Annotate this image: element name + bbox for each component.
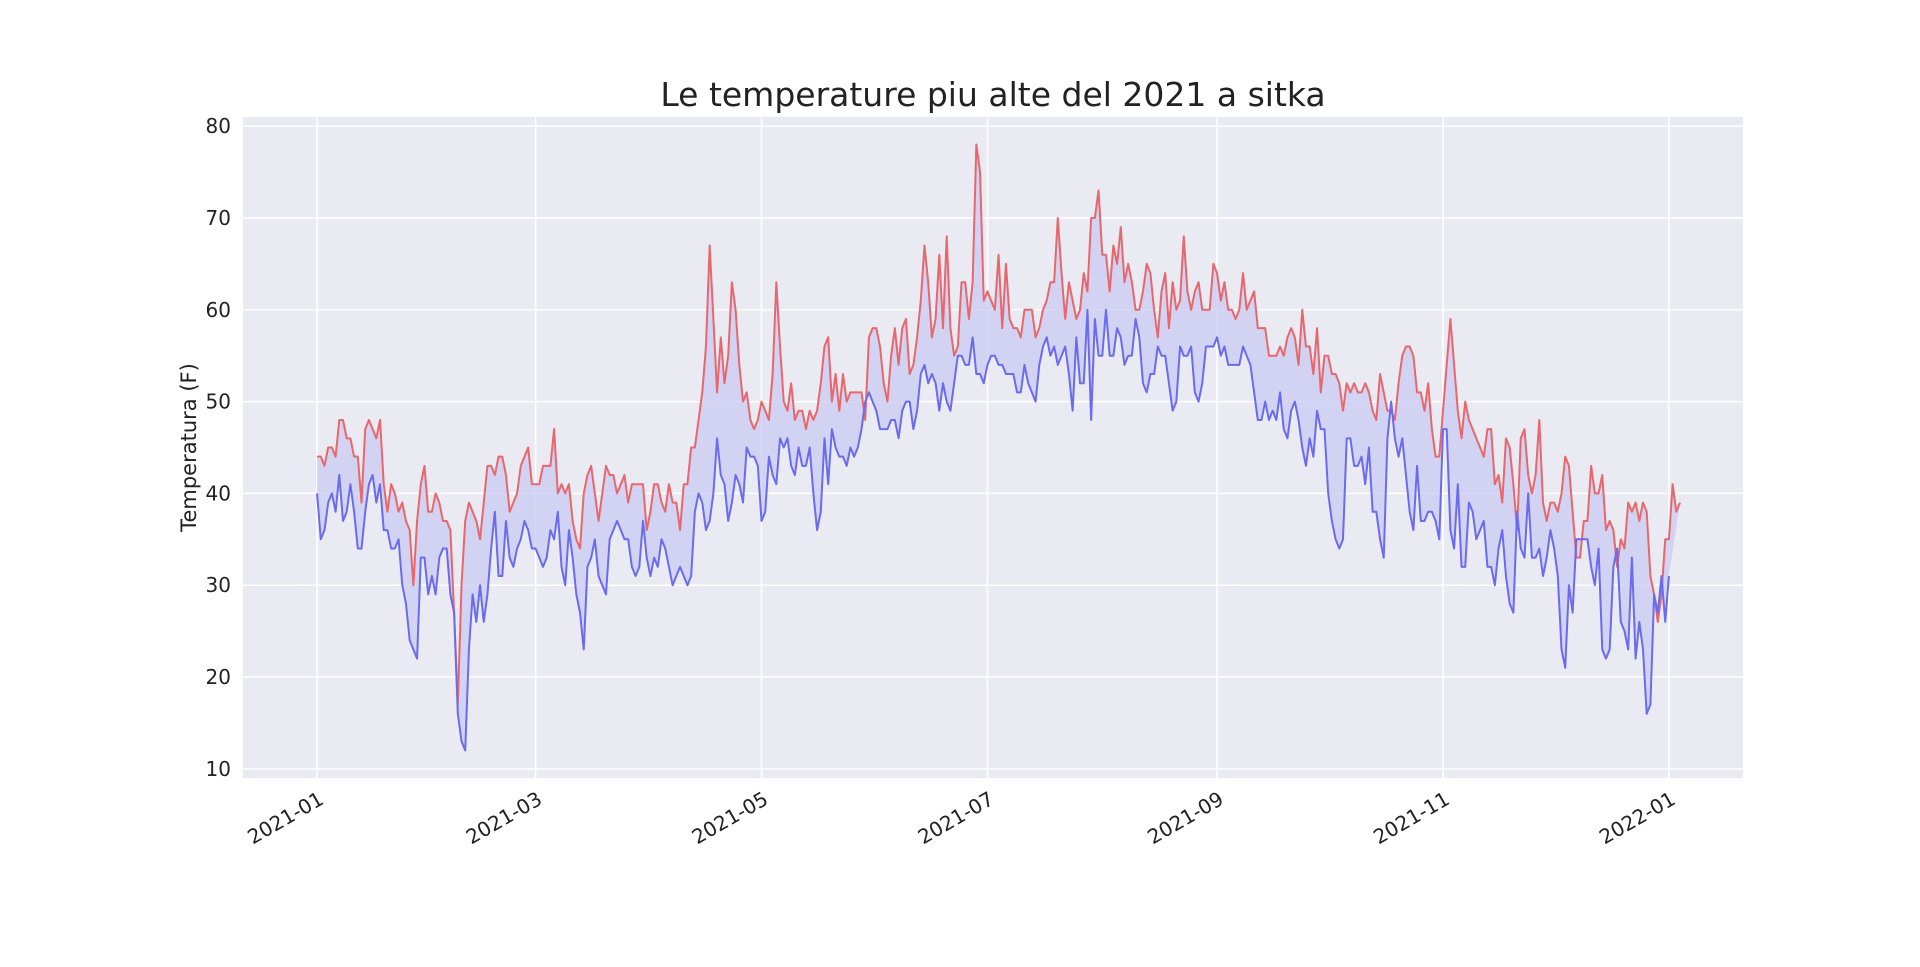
x-tick-label: 2021-03 xyxy=(462,787,546,850)
x-tick-label: 2022-01 xyxy=(1595,787,1679,850)
y-tick-label: 30 xyxy=(206,573,231,597)
chart-title: Le temperature piu alte del 2021 a sitka xyxy=(660,75,1325,114)
x-tick-label: 2021-05 xyxy=(688,787,772,850)
y-tick-label: 70 xyxy=(206,206,231,230)
series-line-high xyxy=(317,143,1681,706)
y-tick-label: 20 xyxy=(206,665,231,689)
series-line-low xyxy=(316,308,1670,752)
y-tick-label: 80 xyxy=(206,114,231,138)
y-tick-label: 10 xyxy=(206,757,231,781)
x-tick-label: 2021-07 xyxy=(914,787,998,850)
x-tick-label: 2021-11 xyxy=(1369,787,1453,850)
y-tick-label: 50 xyxy=(206,390,231,414)
y-tick-label: 40 xyxy=(206,481,231,505)
y-tick-label: 60 xyxy=(206,298,231,322)
x-tick-label: 2021-01 xyxy=(243,787,327,850)
x-tick-label: 2021-09 xyxy=(1143,787,1227,850)
y-axis-ticks: 10 20 30 40 50 60 70 80 xyxy=(206,114,231,781)
x-axis-ticks: 2021-01 2021-03 2021-05 2021-07 2021-09 2021-… xyxy=(243,787,1679,850)
y-axis-label: Temperatura (F) xyxy=(177,363,201,533)
